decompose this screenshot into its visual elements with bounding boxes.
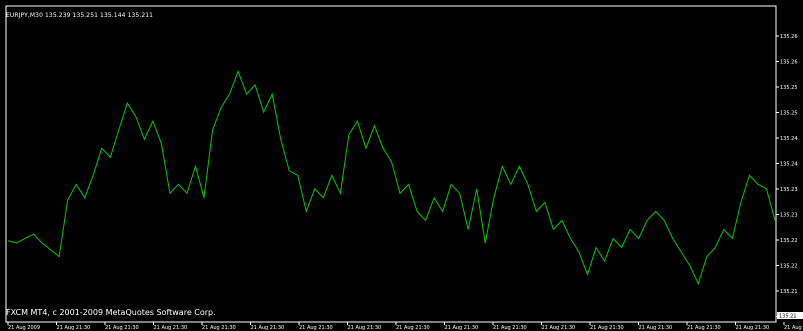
y-tick-label: 135.26 bbox=[780, 60, 798, 66]
y-tick-label: 135.25 bbox=[780, 111, 798, 117]
x-tick-label: 21 Aug 21:30 bbox=[348, 325, 382, 331]
x-tick-label: 21 Aug 21:30 bbox=[687, 325, 721, 331]
y-axis-labels: 135.26 135.26 135.25 135.25 135.24 135.24 135.… bbox=[780, 34, 798, 321]
x-tick-label: 21 Aug 21:30 bbox=[784, 325, 803, 331]
y-tick-label: 135.24 bbox=[780, 162, 798, 168]
symbol-timeframe: EURJPY,M30 bbox=[6, 12, 43, 19]
y-tick-label: 135.23 bbox=[780, 213, 798, 219]
y-tick-label: 135.22 bbox=[780, 264, 798, 270]
x-tick-label: 21 Aug 21:30 bbox=[299, 325, 333, 331]
copyright-notice: FXCM MT4, c 2001-2009 MetaQuotes Softwar… bbox=[6, 308, 216, 317]
current-price-label: 135.21 bbox=[779, 314, 797, 320]
x-tick-label: 21 Aug 21:30 bbox=[445, 325, 479, 331]
x-axis-labels: 21 Aug 2009 21 Aug 21:30 21 Aug 21:30 21 Au… bbox=[8, 325, 803, 331]
x-tick-label: 21 Aug 21:30 bbox=[542, 325, 576, 331]
y-tick-label: 135.21 bbox=[780, 289, 798, 295]
x-axis-ticks bbox=[7, 322, 785, 325]
x-tick-label: 21 Aug 21:30 bbox=[590, 325, 624, 331]
x-tick-label: 21 Aug 21:30 bbox=[251, 325, 285, 331]
y-tick-label: 135.25 bbox=[780, 85, 798, 91]
y-tick-label: 135.22 bbox=[780, 238, 798, 244]
chart-header: EURJPY,M30 135.239 135.251 135.144 135.2… bbox=[6, 12, 153, 19]
current-price-marker: 135.21 bbox=[777, 312, 803, 320]
x-tick-label: 21 Aug 2009 bbox=[8, 325, 40, 331]
ohlc-values: 135.239 135.251 135.144 135.211 bbox=[45, 12, 154, 19]
x-tick-label: 21 Aug 21:30 bbox=[57, 325, 91, 331]
x-tick-label: 21 Aug 21:30 bbox=[105, 325, 139, 331]
y-tick-label: 135.23 bbox=[780, 187, 798, 193]
y-axis-ticks bbox=[776, 35, 779, 317]
y-tick-label: 135.26 bbox=[780, 34, 798, 40]
x-tick-label: 21 Aug 21:30 bbox=[396, 325, 430, 331]
x-tick-label: 21 Aug 21:30 bbox=[493, 325, 527, 331]
price-series-line bbox=[7, 70, 776, 285]
x-tick-label: 21 Aug 21:30 bbox=[154, 325, 188, 331]
current-price-box bbox=[777, 312, 803, 319]
x-tick-label: 21 Aug 21:30 bbox=[736, 325, 770, 331]
x-tick-label: 21 Aug 21:30 bbox=[202, 325, 236, 331]
y-tick-label: 135.24 bbox=[780, 136, 798, 142]
x-tick-label: 21 Aug 21:30 bbox=[639, 325, 673, 331]
